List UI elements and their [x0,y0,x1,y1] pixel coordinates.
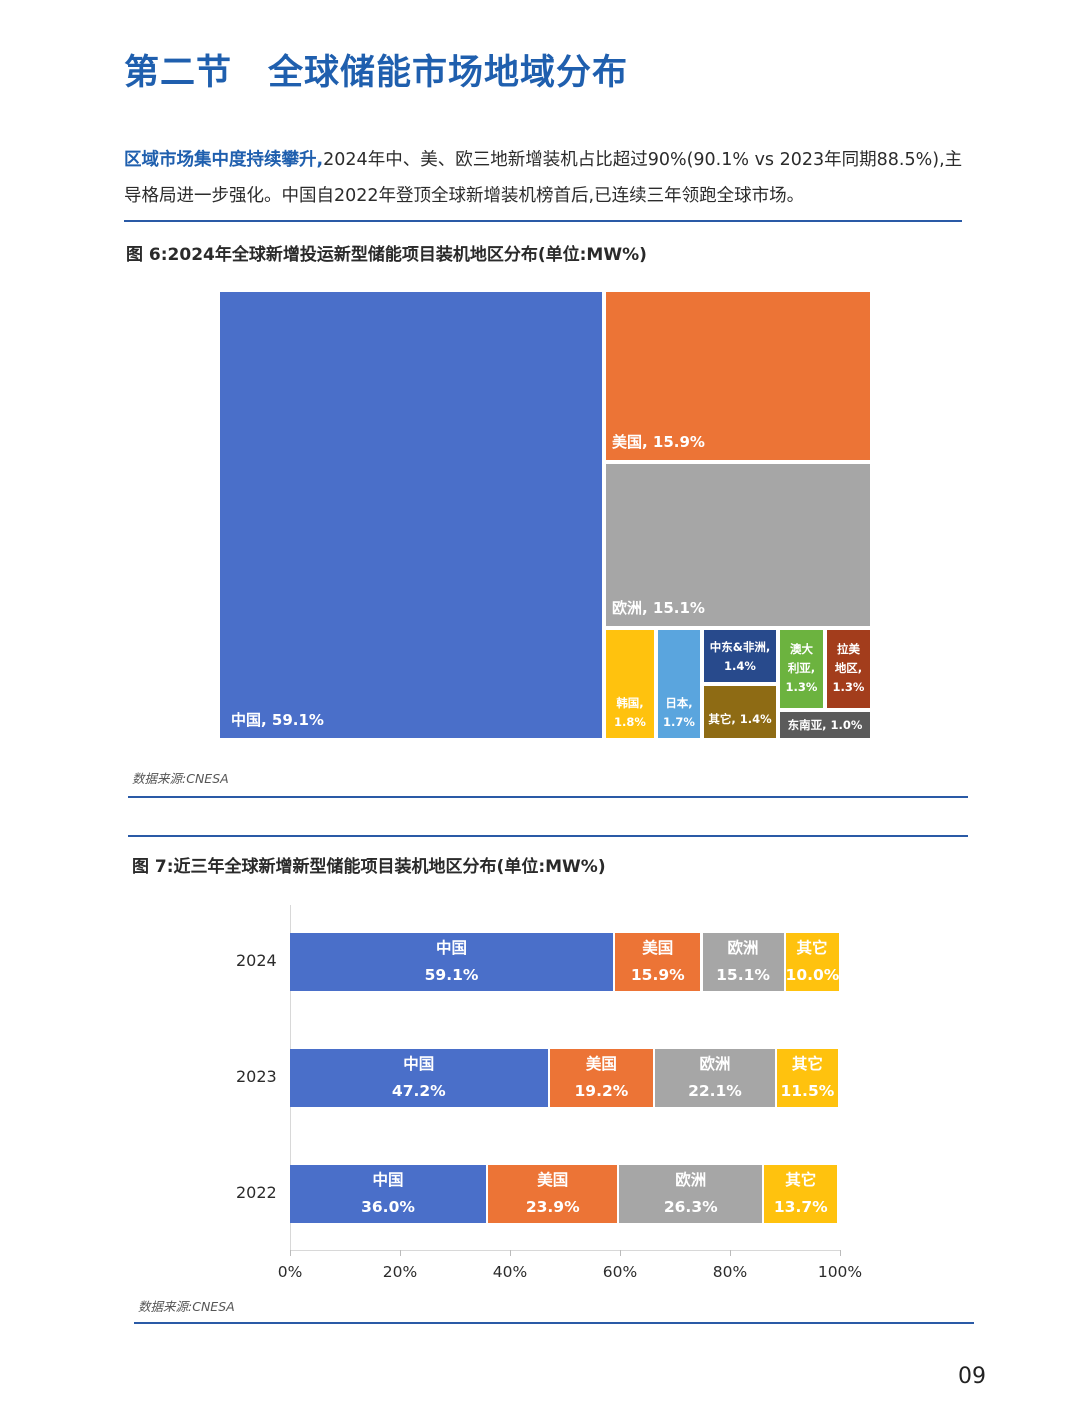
bar-segment: 欧洲 15.1% [702,933,786,991]
stacked-bar-chart: 2024 中国 59.1% 美国 15.9% 欧洲 15.1% 其它 10.0% 2023 中国 47… [220,905,880,1285]
x-tick [730,1250,731,1256]
bar-segment: 美国 15.9% [615,933,703,991]
tile-mea: 中东&非洲, 1.4% [702,628,778,684]
value-label: 15.9% [630,966,685,984]
bar-segment: 中国 47.2% [290,1049,550,1107]
intro-paragraph: 区域市场集中度持续攀升,2024年中、美、欧三地新增装机占比超过90%(90.1… [124,142,970,214]
bar-segment-label: 中国 47.2% [290,1051,548,1105]
bar-segment-label: 中国 59.1% [290,935,613,989]
series-name: 美国 [585,1055,617,1073]
bar-segment: 其它 10.0% [785,933,841,991]
fig7-title: 图 7:近三年全球新增新型储能项目装机地区分布(单位:MW%) [132,857,606,877]
intro-highlight: 区域市场集中度持续攀升, [124,150,324,170]
x-tick-label: 60% [602,1263,638,1281]
value-label: 59.1% [424,966,479,984]
tile-china: 中国, 59.1% [218,290,604,740]
section-title: 第二节 全球储能市场地域分布 [124,53,629,93]
tile-label: 其它, 1.4% [708,712,772,726]
series-name: 欧洲 [675,1171,707,1189]
divider-line [128,835,968,837]
intro-text: 2024年中、美、欧三地新增装机占比超过90%(90.1% vs 2023年同期… [124,150,963,206]
bar-segment-label: 其它 10.0% [785,935,840,989]
treemap-chart: 中国, 59.1% 美国, 15.9% 欧洲, 15.1% 韩国, 1.8% 日本… [218,290,872,740]
tile-us: 美国, 15.9% [604,290,872,462]
x-tick [400,1250,401,1256]
value-label: 23.9% [525,1198,580,1216]
x-tick-label: 100% [817,1263,863,1281]
bar-segment-label: 欧洲 22.1% [655,1051,775,1105]
tile-label: 韩国, 1.8% [614,696,646,729]
bar-segment-label: 欧洲 26.3% [619,1167,762,1221]
value-label: 13.7% [773,1198,828,1216]
series-name: 美国 [642,939,674,957]
bar-segment: 中国 59.1% [290,933,616,991]
tile-label: 澳大 利亚, 1.3% [785,642,818,694]
bar-segment: 其它 11.5% [776,1049,840,1107]
divider-line [128,796,968,798]
tile-label: 拉美 地区, 1.3% [832,642,865,694]
x-tick [620,1250,621,1256]
tile-label: 东南亚, 1.0% [787,718,863,732]
page-number: 09 [958,1364,986,1389]
tile-label: 欧洲, 15.1% [612,599,705,617]
fig7-source: 数据来源:CNESA [138,1299,235,1314]
tile-label: 美国, 15.9% [612,433,705,451]
x-tick [840,1250,841,1256]
bar-segment: 欧洲 22.1% [655,1049,777,1107]
value-label: 22.1% [688,1082,742,1100]
year-label: 2022 [236,1183,277,1202]
tile-europe: 欧洲, 15.1% [604,462,872,628]
tile-label: 中国, 59.1% [231,711,324,729]
series-name: 欧洲 [699,1055,731,1073]
series-name: 中国 [372,1171,404,1189]
bar-segment-label: 美国 19.2% [550,1051,654,1105]
bar-segment: 美国 23.9% [488,1165,620,1223]
fig6-title: 图 6:2024年全球新增投运新型储能项目装机地区分布(单位:MW%) [126,245,647,265]
tile-label: 日本, 1.7% [663,696,695,729]
x-tick-label: 40% [492,1263,528,1281]
bar-segment-label: 美国 15.9% [615,935,700,989]
tile-label: 中东&非洲, 1.4% [709,640,771,673]
bar-segment-label: 欧洲 15.1% [703,935,784,989]
divider-line [134,1322,974,1324]
divider-line [124,220,962,222]
value-label: 15.1% [716,966,770,984]
tile-other: 其它, 1.4% [702,684,778,740]
tile-japan: 日本, 1.7% [656,628,702,740]
x-tick-label: 20% [382,1263,418,1281]
bar-segment-label: 其它 13.7% [764,1167,837,1221]
tile-korea: 韩国, 1.8% [604,628,656,740]
x-tick-label: 0% [277,1263,303,1281]
series-name: 其它 [785,1171,817,1189]
series-name: 中国 [403,1055,435,1073]
bar-segment-label: 其它 11.5% [777,1051,838,1105]
value-label: 19.2% [574,1082,629,1100]
series-name: 其它 [791,1055,823,1073]
tile-southeast-asia: 东南亚, 1.0% [778,710,872,740]
bar-segment: 美国 19.2% [549,1049,656,1107]
tile-latam: 拉美 地区, 1.3% [825,628,872,710]
bar-segment: 欧洲 26.3% [619,1165,765,1223]
x-tick-label: 80% [712,1263,748,1281]
value-label: 10.0% [785,966,840,984]
x-tick [290,1250,291,1256]
series-name: 中国 [436,939,468,957]
year-label: 2023 [236,1067,277,1086]
x-tick [510,1250,511,1256]
bar-segment-label: 中国 36.0% [290,1167,486,1221]
bar-segment-label: 美国 23.9% [488,1167,617,1221]
series-name: 欧洲 [727,939,759,957]
bar-segment: 中国 36.0% [290,1165,488,1223]
value-label: 26.3% [663,1198,718,1216]
value-label: 11.5% [780,1082,835,1100]
x-axis-line [290,1250,840,1251]
tile-australia: 澳大 利亚, 1.3% [778,628,825,710]
bar-segment: 其它 13.7% [764,1165,840,1223]
year-label: 2024 [236,951,277,970]
series-name: 其它 [796,939,828,957]
series-name: 美国 [537,1171,569,1189]
value-label: 47.2% [391,1082,446,1100]
value-label: 36.0% [361,1198,415,1216]
fig6-source: 数据来源:CNESA [132,771,229,786]
